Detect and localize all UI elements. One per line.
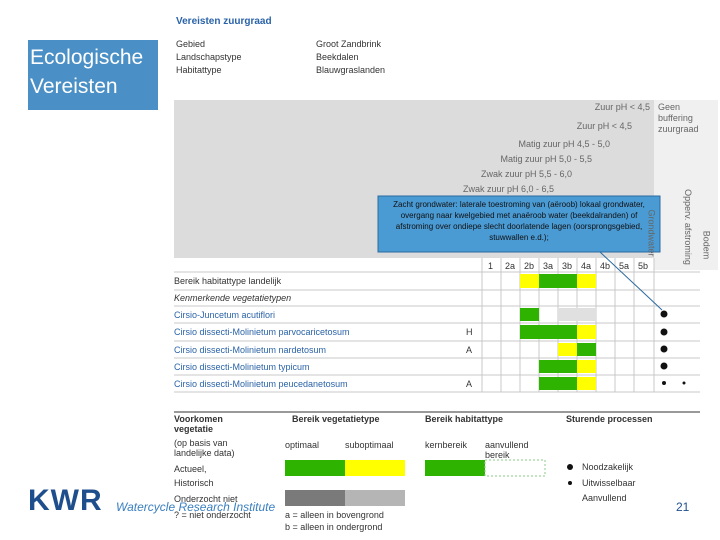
column-code: 3b <box>562 261 573 271</box>
ph-header: Zuur pH < 4,5 <box>594 102 650 112</box>
process-symbols <box>660 310 686 385</box>
column-code: 3a <box>543 261 554 271</box>
legend-title: Bereik habitattype <box>425 414 504 424</box>
meta-label: Habitattype <box>176 65 222 75</box>
row-label[interactable]: Cirsio dissecti-Molinietum typicum <box>174 362 310 372</box>
legend-title: Sturende processen <box>566 414 653 424</box>
legend-item: Actueel, <box>174 464 207 474</box>
column-code: 5a <box>619 261 630 271</box>
meta-label: Landschapstype <box>176 52 242 62</box>
row-code: H <box>466 327 473 337</box>
footer-tagline: Watercycle Research Institute <box>116 500 276 514</box>
ph-header: Zwak zuur pH 5,5 - 6,0 <box>480 169 572 179</box>
legend-item: Onderzocht niet <box>174 494 238 504</box>
row-label[interactable]: Cirsio dissecti-Molinietum nardetosum <box>174 345 327 355</box>
legend-item: aanvullend bereik <box>485 440 529 460</box>
legend-title: Bereik vegetatietype <box>292 414 380 424</box>
range-bars <box>520 274 596 390</box>
meta-value: Blauwgraslanden <box>316 65 386 75</box>
row-label[interactable]: Cirsio dissecti-Molinietum parvocariceto… <box>174 327 350 337</box>
legend-item: optimaal <box>285 440 320 450</box>
slide-title: Ecologische Vereisten <box>30 46 144 98</box>
row-code: A <box>466 345 473 355</box>
page-number: 21 <box>676 500 690 514</box>
legend-note: a = alleen in bovengrond <box>285 510 384 520</box>
column-code: 5b <box>638 261 649 271</box>
meta-value: Beekdalen <box>316 52 359 62</box>
column-code: 2b <box>524 261 535 271</box>
row-label: Bereik habitattype landelijk <box>174 276 282 286</box>
row-label: Kenmerkende vegetatietypen <box>174 293 292 303</box>
column-code: 2a <box>505 261 516 271</box>
process-header: Opperv. afstroming <box>682 189 693 265</box>
footer-logo: KWR <box>28 484 103 517</box>
legend-item: suboptimaal <box>345 440 394 450</box>
screenshot <box>160 0 720 540</box>
column-code: 4b <box>600 261 611 271</box>
meta-value: Groot Zandbrink <box>316 39 382 49</box>
title-box <box>28 40 158 110</box>
legend-note: b = alleen in ondergrond <box>285 522 383 532</box>
legend-item: ? = niet onderzocht <box>174 510 251 520</box>
legend-item: Historisch <box>174 478 214 488</box>
row-code: A <box>466 379 473 389</box>
legend-note: (op basis van landelijke data) <box>174 438 235 458</box>
legend-swatches <box>285 459 573 506</box>
ph-header: Zwak zuur pH 6,0 - 6,5 <box>462 184 554 194</box>
legend-item: kernbereik <box>425 440 468 450</box>
legend-item: Aanvullend <box>582 493 627 503</box>
legend-item: Uitwisselbaar <box>582 478 636 488</box>
ph-header: Matig zuur pH 5,0 - 5,5 <box>500 154 592 164</box>
heading: Vereisten zuurgraad <box>176 16 272 27</box>
callout-box <box>377 195 661 253</box>
row-label[interactable]: Cirsio-Juncetum acutiflori <box>174 310 276 320</box>
meta-label: Gebied <box>176 39 206 49</box>
legend-item: Noodzakelijk <box>582 462 634 472</box>
column-code: 4a <box>581 261 592 271</box>
header-bg <box>654 100 718 270</box>
legend-title: Voorkomen vegetatie <box>174 414 223 434</box>
ph-header: Zuur pH < 4,5 <box>576 121 632 131</box>
process-header: Bodem <box>701 230 712 260</box>
ph-header: Matig zuur pH 4,5 - 5,0 <box>518 139 610 149</box>
column-code: 1 <box>488 261 494 271</box>
callout-text: Zacht grondwater: laterale toestroming v… <box>393 200 645 242</box>
row-label[interactable]: Cirsio dissecti-Molinietum peucedanetosu… <box>174 379 348 389</box>
buffer-header: Geen buffering zuurgraad <box>658 102 699 134</box>
callout-pointer <box>599 251 663 311</box>
